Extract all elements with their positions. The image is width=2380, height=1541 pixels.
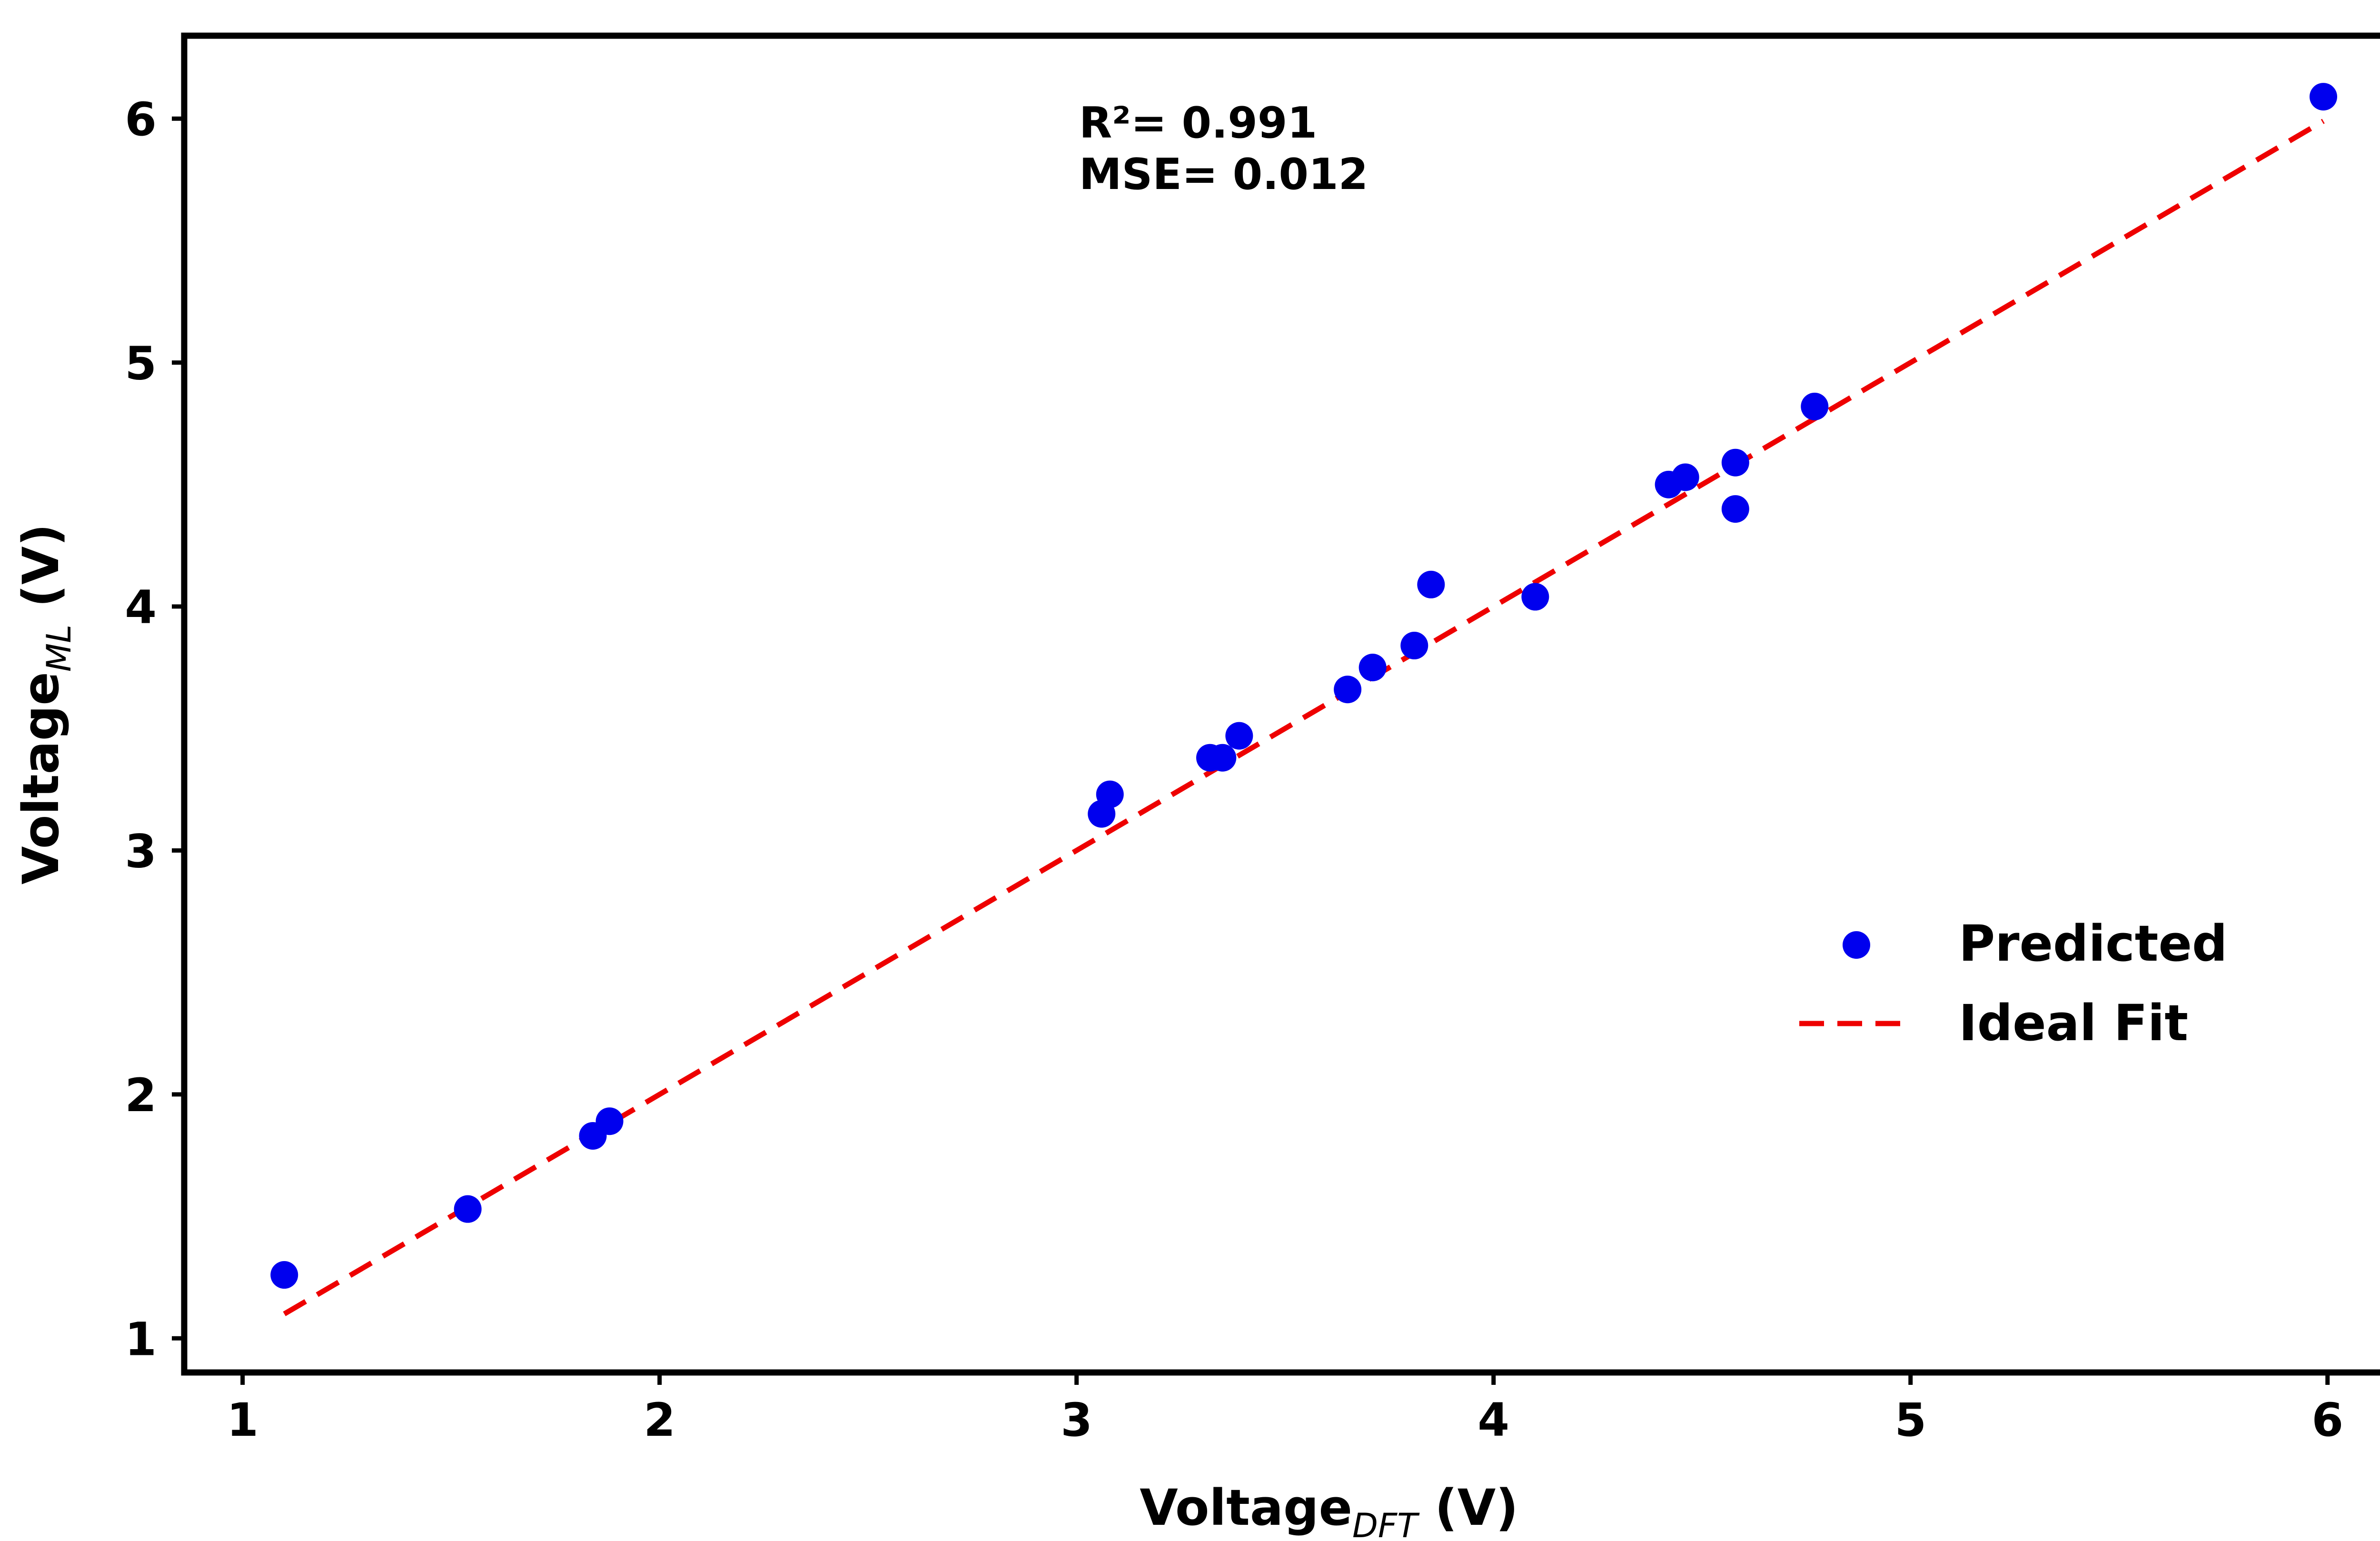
ideal-fit-layer: [283, 119, 2325, 1316]
legend-label-ideal-fit: Ideal Fit: [1959, 994, 2188, 1052]
data-point: [1225, 722, 1253, 750]
y-tick-label: 6: [125, 93, 157, 146]
plot-frame: [181, 32, 2380, 1376]
data-point: [1721, 495, 1749, 523]
y-tick-label: 5: [125, 337, 157, 390]
data-point: [1417, 570, 1445, 598]
ideal-fit-line: [283, 119, 2325, 1316]
data-point: [270, 1261, 298, 1289]
y-tick-label: 1: [125, 1312, 157, 1366]
data-point: [1801, 392, 1829, 420]
y-axis-label: VoltageML (V): [12, 524, 79, 885]
data-point: [1096, 780, 1124, 808]
data-point: [1671, 463, 1699, 491]
data-point: [1359, 654, 1387, 682]
y-axis-label-subscript: ML: [40, 625, 79, 672]
data-point: [1721, 448, 1749, 477]
data-point: [1334, 676, 1362, 704]
y-tick-label: 4: [125, 581, 157, 634]
x-tick-label: 3: [1061, 1393, 1092, 1447]
data-point: [2309, 83, 2337, 111]
data-point: [454, 1195, 482, 1223]
x-tick-label: 4: [1478, 1393, 1509, 1447]
data-point: [1521, 583, 1549, 611]
data-point: [595, 1107, 624, 1135]
y-tick-label: 2: [125, 1069, 157, 1122]
legend-label-predicted: Predicted: [1959, 915, 2227, 973]
data-point: [1209, 744, 1237, 772]
y-axis: 1 2 3 4 5 6: [125, 93, 184, 1366]
y-tick-label: 3: [125, 825, 157, 878]
x-axis-label: VoltageDFT (V): [1140, 1479, 1518, 1541]
data-point: [1400, 632, 1428, 660]
y-axis-label-main: Voltage: [12, 672, 70, 885]
annotation-r2: R²= 0.991: [1079, 98, 1317, 148]
x-tick-label: 1: [227, 1393, 258, 1447]
x-tick-label: 5: [1894, 1393, 1926, 1447]
x-axis-label-main: Voltage: [1140, 1479, 1352, 1537]
x-axis-label-unit: (V): [1418, 1479, 1518, 1537]
x-tick-label: 2: [644, 1393, 675, 1447]
x-tick-label: 6: [2311, 1393, 2343, 1447]
y-axis-label-unit: (V): [12, 524, 70, 625]
x-axis: 1 2 3 4 5 6: [227, 1372, 2343, 1447]
scatter-points-layer: [270, 83, 2337, 1289]
legend-marker-predicted: [1843, 931, 1870, 959]
legend: Predicted Ideal Fit: [1799, 915, 2227, 1052]
x-axis-label-subscript: DFT: [1352, 1506, 1420, 1541]
annotation-mse: MSE= 0.012: [1079, 149, 1368, 199]
